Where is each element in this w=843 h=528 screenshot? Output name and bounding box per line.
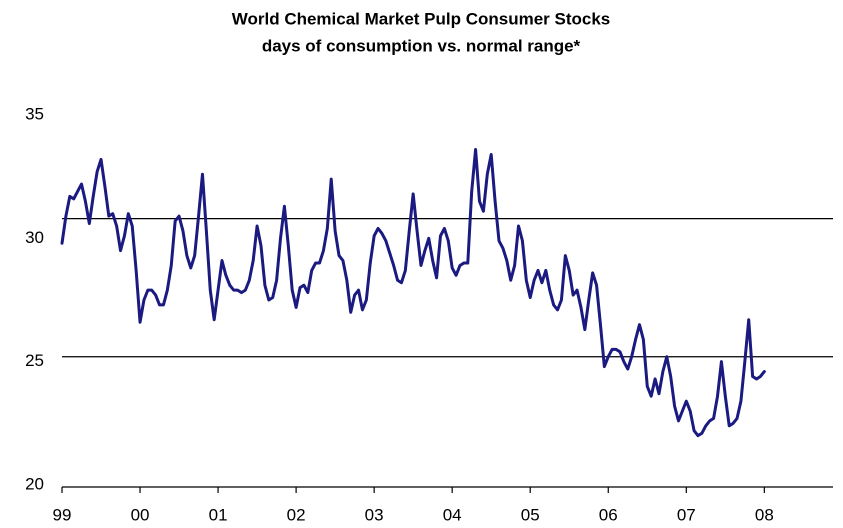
chart-subtitle: days of consumption vs. normal range*: [262, 36, 581, 55]
data-line: [60, 148, 766, 438]
x-tick-label: 00: [131, 505, 150, 524]
x-tick-label: 01: [209, 505, 228, 524]
x-tick-label: 02: [287, 505, 306, 524]
y-tick-label: 25: [25, 351, 44, 370]
x-tick-label: 04: [443, 505, 462, 524]
x-tick-label: 03: [365, 505, 384, 524]
x-tick-label: 99: [53, 505, 72, 524]
x-tick-label: 07: [677, 505, 696, 524]
x-tick-label: 08: [755, 505, 774, 524]
x-tick-label: 06: [599, 505, 618, 524]
y-tick-label: 20: [25, 474, 44, 493]
y-tick-label: 35: [25, 104, 44, 123]
chart-title: World Chemical Market Pulp Consumer Stoc…: [232, 9, 611, 28]
y-tick-label: 30: [25, 228, 44, 247]
x-tick-label: 05: [521, 505, 540, 524]
